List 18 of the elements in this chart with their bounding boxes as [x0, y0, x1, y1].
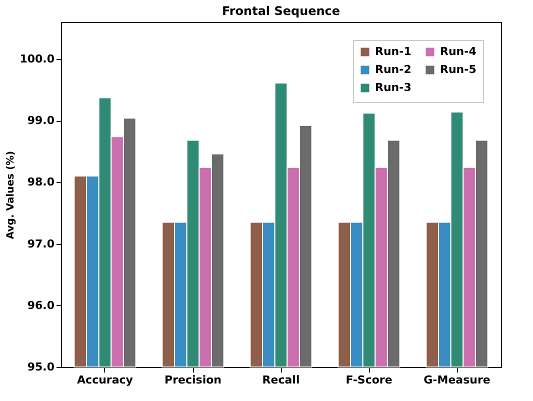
x-tick-label: Recall — [262, 374, 300, 386]
x-tick-label: F-Score — [346, 374, 392, 386]
legend-label: Run-1 — [375, 45, 412, 58]
chart-title: Frontal Sequence — [222, 4, 340, 18]
y-tick-label: 96.0 — [27, 298, 55, 312]
x-tick-label: Accuracy — [77, 374, 133, 386]
y-axis-title: Avg. Values (%) — [6, 150, 17, 240]
y-tick-label: 95.0 — [27, 360, 55, 374]
legend-label: Run-4 — [440, 45, 477, 58]
y-tick-label: 98.0 — [27, 176, 55, 189]
legend-label: Run-5 — [440, 63, 476, 76]
x-tick-label: G-Measure — [424, 374, 490, 386]
legend-label: Run-2 — [375, 63, 412, 76]
x-tick-label: Precision — [164, 374, 222, 386]
y-tick-label: 100.0 — [20, 52, 55, 66]
y-tick-label: 99.0 — [27, 114, 55, 128]
legend-label: Run-3 — [375, 81, 412, 94]
y-tick-label: 97.0 — [27, 237, 55, 250]
